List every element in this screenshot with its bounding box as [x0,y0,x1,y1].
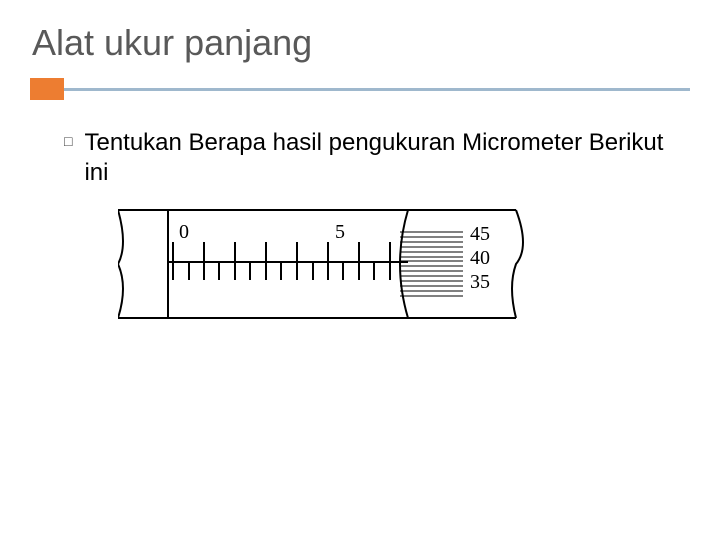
svg-text:45: 45 [470,223,490,245]
bullet-row: □ Tentukan Berapa hasil pengukuran Micro… [64,128,690,188]
accent-row [30,78,690,100]
bullet-icon: □ [64,134,72,148]
micrometer-figure: 0 5 454035 [118,208,690,333]
svg-text:35: 35 [470,271,490,293]
svg-text:40: 40 [470,247,490,269]
svg-text:0: 0 [179,221,189,243]
svg-text:5: 5 [335,221,345,243]
micrometer-svg: 0 5 454035 [118,208,538,328]
slide-title: Alat ukur panjang [32,22,690,64]
slide: Alat ukur panjang □ Tentukan Berapa hasi… [0,0,720,540]
accent-block [30,78,64,100]
accent-line [64,88,690,91]
body-text: Tentukan Berapa hasil pengukuran Microme… [84,128,690,188]
body-area: □ Tentukan Berapa hasil pengukuran Micro… [30,128,690,333]
